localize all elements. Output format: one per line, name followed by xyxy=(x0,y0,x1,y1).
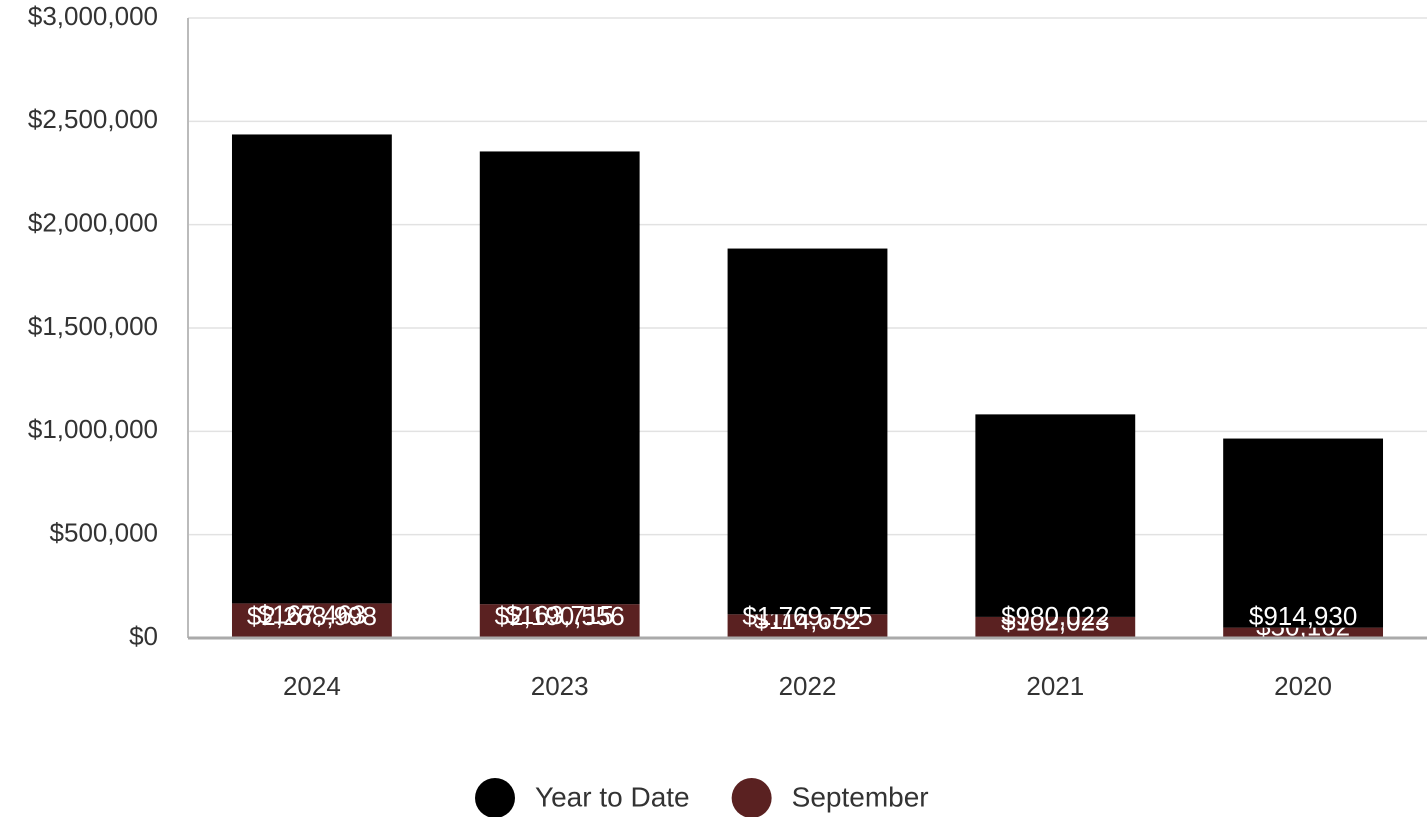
value-label: $163,715 xyxy=(505,600,613,630)
x-tick-label: 2024 xyxy=(283,671,341,701)
y-tick-label: $1,000,000 xyxy=(28,414,158,444)
bar-segment xyxy=(231,603,392,638)
value-label: $1,769,795 xyxy=(742,601,872,631)
value-label: $167,463 xyxy=(258,600,366,630)
bar-segment xyxy=(727,614,888,638)
y-tick-label: $1,500,000 xyxy=(28,311,158,341)
legend-swatch xyxy=(475,778,515,817)
bar-segment xyxy=(975,414,1136,617)
bar-segment xyxy=(975,616,1136,638)
value-label: $980,022 xyxy=(1001,601,1109,631)
value-label: $2,268,998 xyxy=(247,601,377,631)
value-label: $914,930 xyxy=(1249,601,1357,631)
legend-label: September xyxy=(792,781,929,812)
legend-label: Year to Date xyxy=(535,781,690,812)
bar-segment xyxy=(727,248,888,615)
value-label: $2,190,556 xyxy=(495,601,625,631)
y-tick-label: $2,000,000 xyxy=(28,208,158,238)
x-tick-label: 2020 xyxy=(1274,671,1332,701)
y-tick-label: $0 xyxy=(129,621,158,651)
bar-segment xyxy=(1223,438,1384,628)
bar-segment xyxy=(479,604,640,638)
y-tick-label: $500,000 xyxy=(50,518,158,548)
x-tick-label: 2023 xyxy=(531,671,589,701)
bar-segment xyxy=(479,151,640,605)
legend-swatch xyxy=(731,778,772,817)
y-tick-label: $2,500,000 xyxy=(28,104,158,134)
bar-segment xyxy=(1223,627,1384,638)
y-tick-label: $3,000,000 xyxy=(28,1,158,31)
bar-segment xyxy=(231,134,392,604)
x-tick-label: 2022 xyxy=(779,671,837,701)
x-tick-label: 2021 xyxy=(1026,671,1084,701)
